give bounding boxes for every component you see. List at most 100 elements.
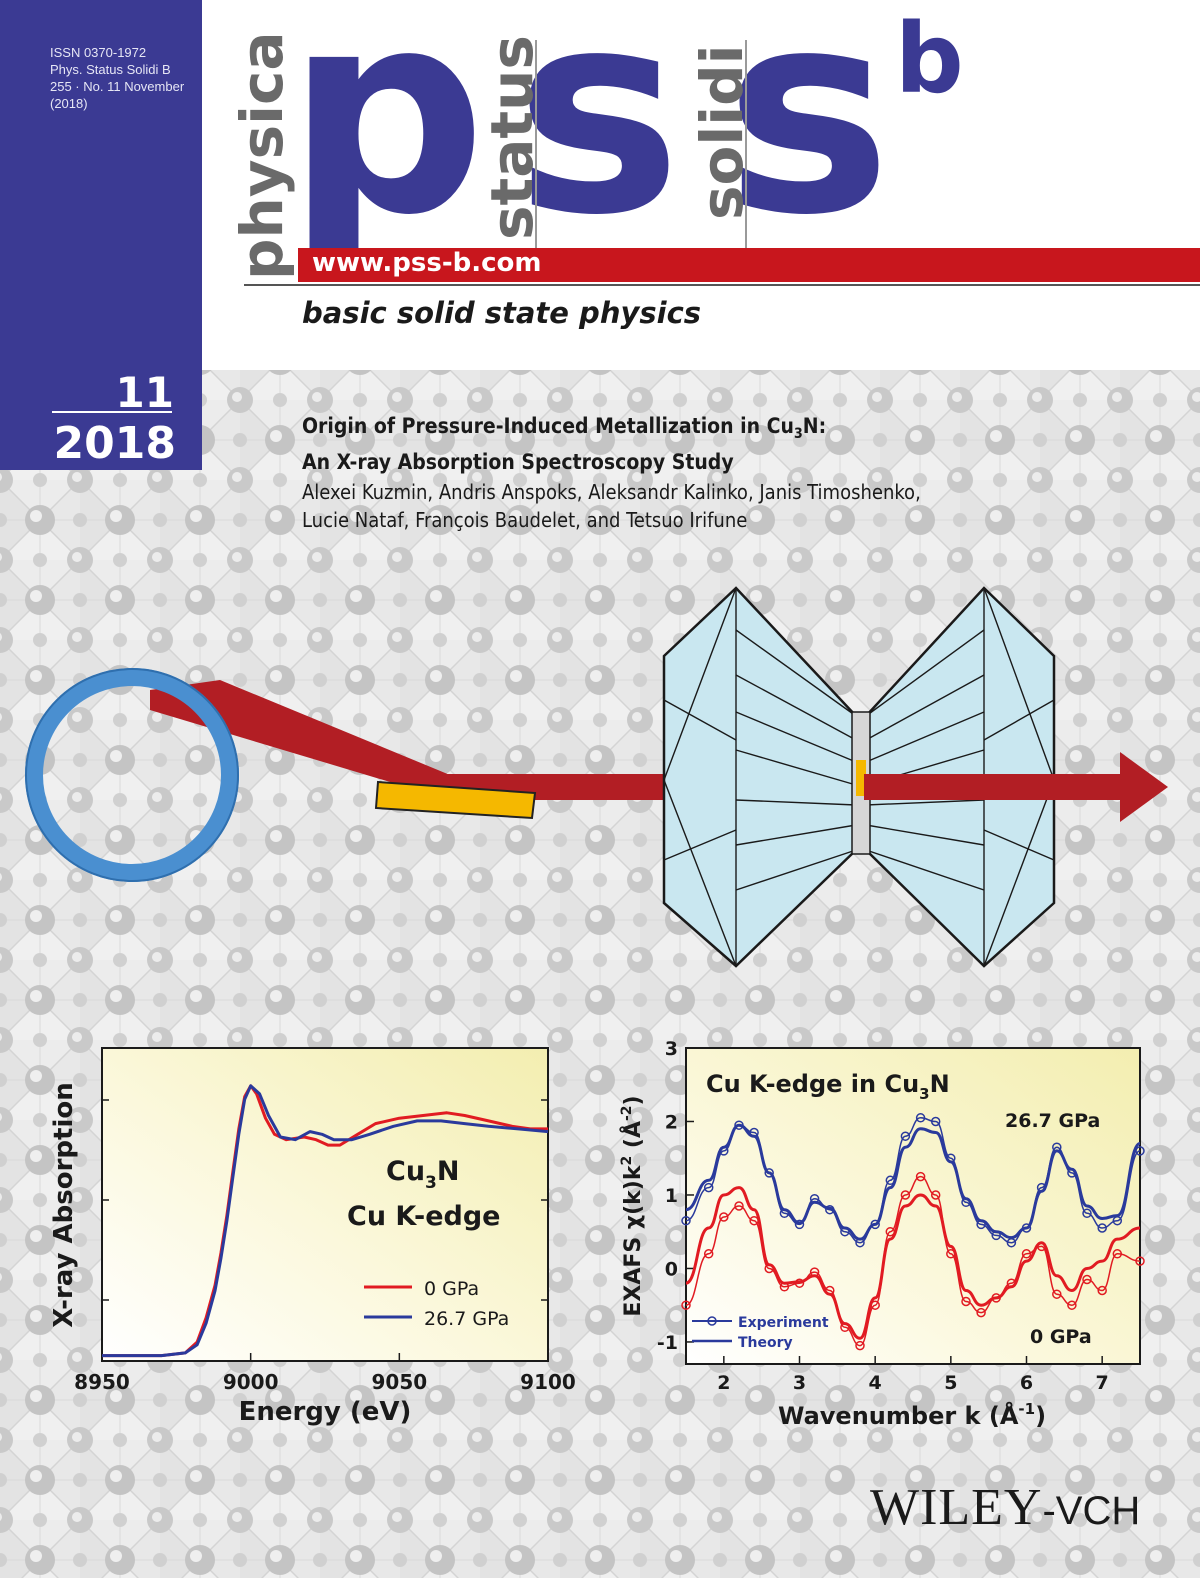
- exafs-point-0gpa: [1067, 1300, 1077, 1310]
- exafs-x-tick-label: 4: [869, 1372, 882, 1394]
- exafs-point-267gpa: [1097, 1223, 1107, 1233]
- sample: [856, 760, 866, 796]
- issue-year: 2018: [53, 418, 176, 469]
- exafs-title: Cu K-edge in Cu3N: [706, 1070, 950, 1103]
- exafs-point-267gpa: [870, 1219, 880, 1230]
- logo-superscript-b: b: [895, 3, 964, 115]
- xanes-x-tick-label: 9050: [371, 1370, 427, 1394]
- journal-tagline: basic solid state physics: [302, 296, 702, 330]
- exafs-point-0gpa: [703, 1249, 714, 1259]
- issn-line: ISSN 0370-1972: [50, 45, 147, 60]
- exafs-point-267gpa: [961, 1197, 971, 1208]
- exafs-point-267gpa: [1036, 1182, 1047, 1193]
- exafs-point-267gpa: [885, 1175, 896, 1186]
- exafs-experiment-0gpa: [685, 1175, 1141, 1347]
- logo-word-status: status: [478, 35, 546, 240]
- exafs-point-267gpa: [1112, 1215, 1123, 1226]
- exafs-y-tick-label: 1: [665, 1185, 678, 1207]
- exafs-point-267gpa: [991, 1230, 1001, 1241]
- exafs-point-0gpa: [961, 1296, 971, 1307]
- exafs-point-0gpa: [764, 1263, 774, 1274]
- exafs-point-0gpa: [1097, 1285, 1107, 1296]
- xray-beam-illustration: [25, 586, 1168, 968]
- journal-abbrev-line: Phys. Status Solidi B: [50, 62, 171, 77]
- exafs-point-0gpa: [749, 1215, 759, 1226]
- exafs-point-0gpa: [1135, 1256, 1145, 1266]
- exafs-x-tick-label: 6: [1020, 1372, 1033, 1394]
- exafs-point-267gpa: [825, 1204, 835, 1215]
- exafs-point-267gpa: [976, 1219, 986, 1230]
- issn-info: ISSN 0370-1972 Phys. Status Solidi B 255…: [50, 44, 184, 112]
- exafs-point-0gpa: [681, 1300, 691, 1310]
- publisher-name: WILEY: [870, 1479, 1043, 1536]
- exafs-point-267gpa: [855, 1237, 865, 1248]
- website-red-bar: [298, 248, 1200, 282]
- authors-line2: Lucie Nataf, François Baudelet, and Tets…: [302, 508, 748, 532]
- exafs-point-0gpa: [719, 1212, 729, 1222]
- logo-vertical-words: physica status solidi: [228, 31, 756, 280]
- xanes-x-tick-label: 9100: [520, 1370, 576, 1394]
- exafs-point-267gpa: [719, 1146, 729, 1156]
- exafs-x-axis-label: Wavenumber k (Å-1): [778, 1400, 1046, 1430]
- exafs-point-267gpa: [734, 1120, 744, 1130]
- exafs-point-0gpa: [946, 1249, 956, 1259]
- article-title-line2: An X-ray Absorption Spectroscopy Study: [302, 450, 734, 475]
- logo-letter-p: p: [286, 0, 486, 277]
- masthead-white-band: [200, 0, 1200, 370]
- xanes-plot-area: [101, 1047, 549, 1362]
- xanes-legend: 0 GPa 26.7 GPa: [364, 1278, 509, 1330]
- exafs-point-0gpa: [734, 1201, 744, 1211]
- exafs-point-267gpa: [915, 1113, 926, 1123]
- exafs-legend: Experiment Theory: [692, 1315, 829, 1351]
- logo-letter-s2: s: [725, 0, 892, 277]
- exafs-x-tick-label: 5: [944, 1372, 957, 1394]
- exafs-point-267gpa: [1082, 1208, 1092, 1219]
- exafs-x-tick-label: 2: [717, 1372, 730, 1394]
- monochromator-crystal: [374, 780, 537, 820]
- logo-word-physica: physica: [228, 31, 296, 280]
- exafs-label-0gpa: 0 GPa: [1030, 1326, 1092, 1348]
- exafs-point-267gpa: [749, 1127, 759, 1138]
- exafs-point-267gpa: [809, 1193, 820, 1204]
- xanes-y-axis-label: X-ray Absorption: [49, 1082, 79, 1328]
- issue-number: 11: [115, 368, 174, 417]
- exafs-point-0gpa: [915, 1171, 926, 1182]
- exafs-point-267gpa: [1135, 1146, 1145, 1156]
- incident-beam: [150, 680, 450, 800]
- exafs-legend-theory: Theory: [738, 1335, 793, 1351]
- exafs-point-0gpa: [930, 1190, 941, 1200]
- exafs-point-267gpa: [1067, 1168, 1077, 1178]
- exafs-point-267gpa: [900, 1131, 911, 1141]
- exafs-x-tick-label: 3: [793, 1372, 806, 1394]
- xanes-x-tick-label: 9000: [223, 1370, 279, 1394]
- xanes-annotation-edge: Cu K-edge: [347, 1201, 501, 1232]
- year-line: (2018): [50, 96, 88, 111]
- exafs-y-tick-label: 0: [665, 1258, 678, 1280]
- exafs-point-267gpa: [779, 1208, 790, 1219]
- exafs-point-0gpa: [794, 1278, 805, 1288]
- publisher-suffix: -VCH: [1042, 1489, 1141, 1533]
- article-title-line1: Origin of Pressure-Induced Metallization…: [302, 414, 827, 443]
- exafs-point-267gpa: [1006, 1237, 1017, 1248]
- exafs-point-0gpa: [855, 1340, 865, 1351]
- exafs-point-0gpa: [870, 1300, 880, 1310]
- exafs-point-267gpa: [946, 1153, 956, 1163]
- exafs-point-267gpa: [840, 1226, 850, 1237]
- exafs-point-267gpa: [1052, 1142, 1062, 1152]
- website-url[interactable]: www.pss-b.com: [312, 248, 542, 278]
- exafs-plot-area: [685, 1047, 1141, 1365]
- xanes-legend-267gpa: 26.7 GPa: [424, 1308, 509, 1330]
- article-title: Origin of Pressure-Induced Metallization…: [302, 412, 826, 476]
- exafs-point-0gpa: [900, 1190, 911, 1200]
- beam-arrowhead: [1120, 752, 1168, 822]
- exafs-point-267gpa: [1021, 1223, 1032, 1233]
- volume-line: 255 · No. 11 November: [50, 79, 185, 94]
- exafs-y-axis-label: EXAFS χ(k)k2 (Å-2): [619, 1095, 646, 1316]
- exafs-point-0gpa: [1006, 1278, 1017, 1288]
- exafs-chart: 2 3 4 5 6 7 -1 0 1 2 3 Cu K-edge in Cu3N Wavenumbe…: [619, 1038, 1145, 1430]
- pss-logo: p s s b: [286, 0, 964, 277]
- publisher-logo: WILEY-VCH: [870, 1478, 1140, 1537]
- exafs-point-0gpa: [1082, 1274, 1092, 1285]
- exafs-point-0gpa: [991, 1293, 1001, 1303]
